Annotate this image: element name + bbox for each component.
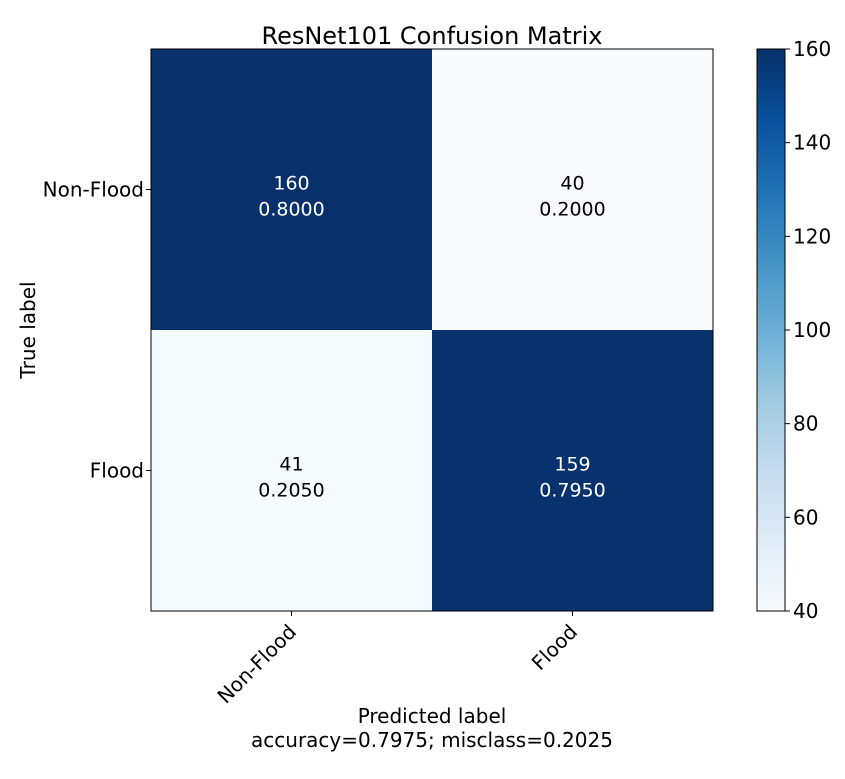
- colorbar-tick-label: 140: [793, 131, 831, 155]
- cell-count-label: 41: [279, 454, 303, 476]
- cell-count-label: 40: [560, 173, 584, 195]
- matrix-cell-0-1: [432, 49, 713, 330]
- x-tick-label: Non-Flood: [212, 620, 301, 709]
- colorbar-tick-label: 100: [793, 318, 831, 342]
- colorbar-tick-label: 120: [793, 224, 831, 248]
- matrix-cell-0-0: [151, 49, 432, 330]
- cell-count-label: 159: [554, 454, 590, 476]
- y-tick-label: Non-Flood: [43, 178, 144, 202]
- colorbar-tick-label: 40: [793, 599, 818, 623]
- matrix-cells: 160 0.8000 40 0.2000 41 0.2050 159 0.7950: [151, 49, 713, 611]
- matrix-cell-1-0: [151, 330, 432, 611]
- colorbar-tick-label: 80: [793, 412, 818, 436]
- cell-fraction-label: 0.8000: [258, 199, 324, 221]
- cell-fraction-label: 0.2050: [258, 480, 324, 502]
- colorbar: [756, 48, 786, 612]
- colorbar-ticks: 40 60 80 100 120 140 160: [785, 37, 831, 623]
- y-axis-label: True label: [16, 281, 40, 379]
- cell-fraction-label: 0.7950: [539, 480, 605, 502]
- matrix-frame: [150, 48, 714, 612]
- x-axis-sublabel: accuracy=0.7975; misclass=0.2025: [251, 728, 613, 752]
- x-axis-label: Predicted label: [358, 704, 507, 728]
- matrix-cell-1-1: [432, 330, 713, 611]
- cell-fraction-label: 0.2000: [539, 199, 605, 221]
- chart-title: ResNet101 Confusion Matrix: [261, 22, 602, 50]
- colorbar-tick-label: 160: [793, 37, 831, 61]
- y-tick-label: Flood: [90, 459, 144, 483]
- cell-count-label: 160: [273, 173, 309, 195]
- x-tick-label: Flood: [527, 620, 582, 675]
- colorbar-tick-label: 60: [793, 505, 818, 529]
